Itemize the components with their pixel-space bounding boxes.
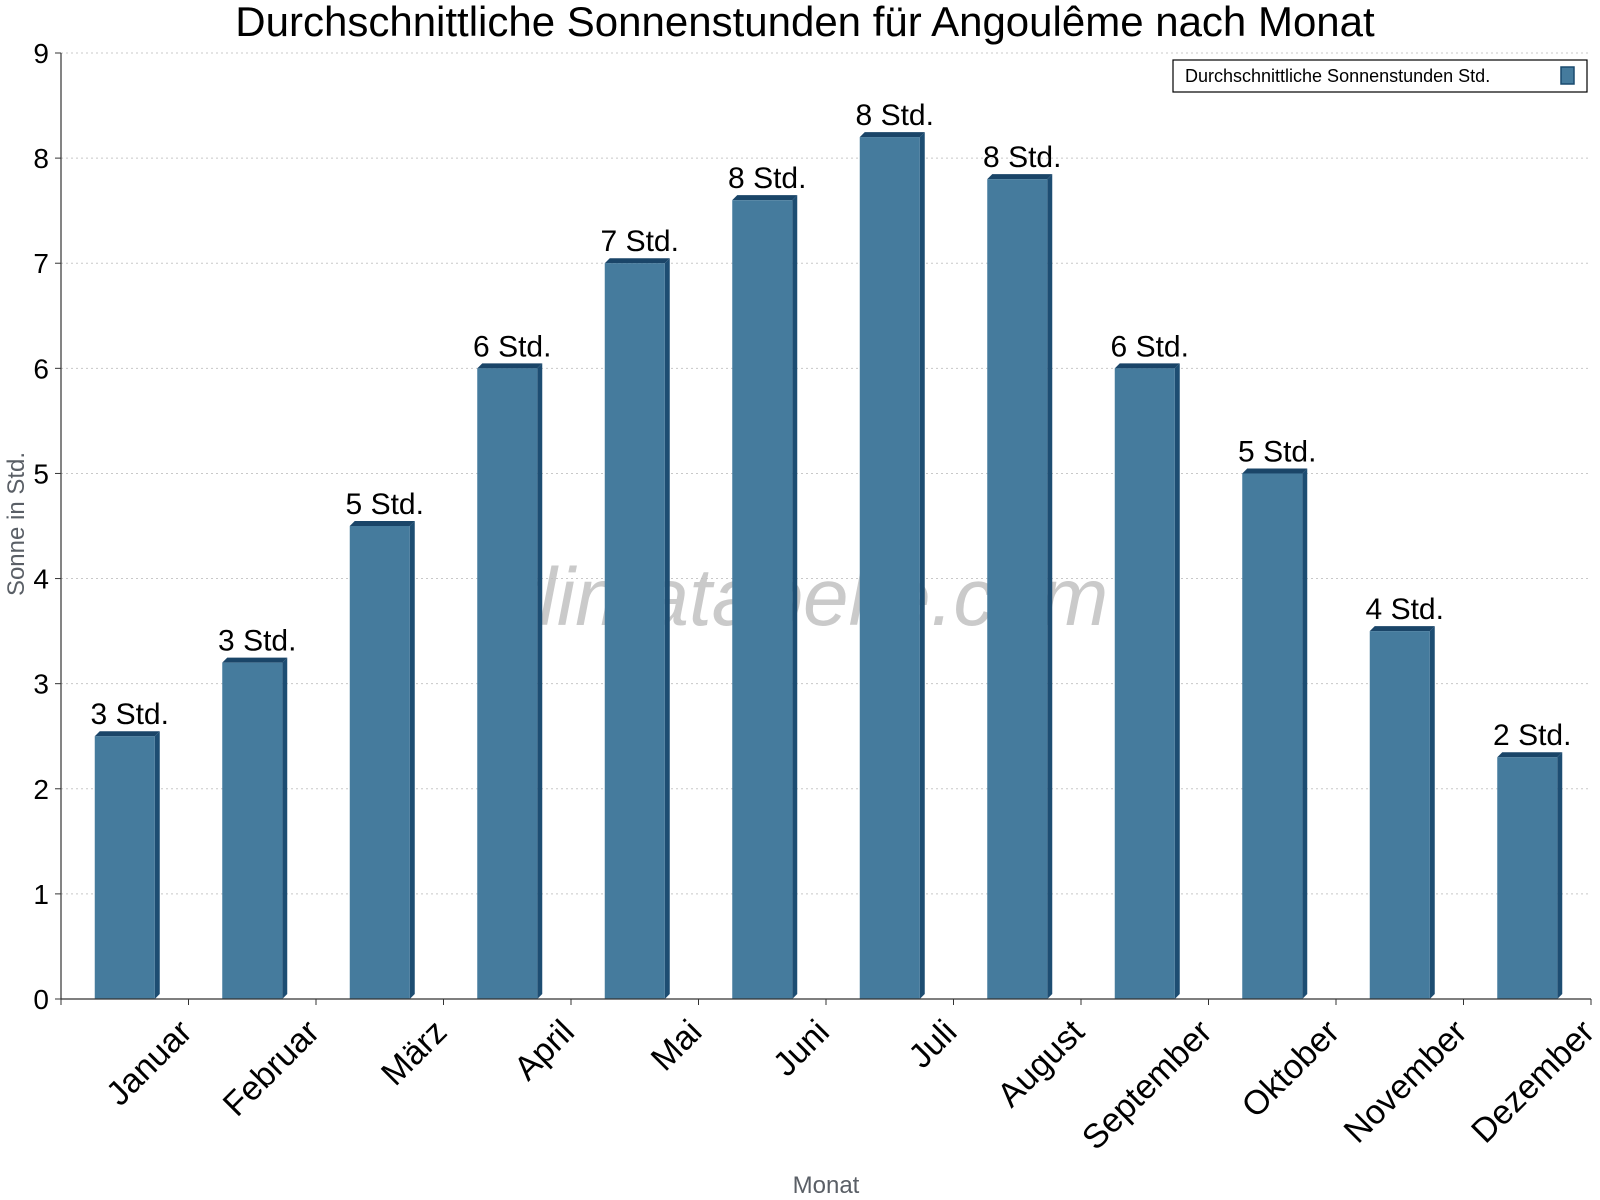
bar-top (987, 174, 1053, 180)
bar-side (409, 521, 415, 999)
legend-label: Durchschnittliche Sonnenstunden Std. (1185, 66, 1490, 86)
bar-top (1242, 468, 1308, 474)
bar-top (1114, 363, 1180, 369)
data-label: 6 Std. (1111, 330, 1189, 363)
bar-side (1047, 174, 1053, 1000)
bar-top (1497, 752, 1563, 758)
data-label: 3 Std. (91, 698, 169, 731)
bar-august (987, 174, 1053, 1000)
x-tick-label: Juni (766, 1013, 837, 1084)
x-tick-label: Juli (901, 1013, 964, 1076)
bar-front (604, 263, 665, 999)
y-tick-label: 1 (33, 879, 49, 910)
bars: 3 Std. 3 Std. 5 Std. 6 Std. 7 Std. 8 Std. 8 St… (91, 99, 1571, 1000)
y-tick-label: 6 (33, 353, 49, 384)
bar-juni (732, 195, 798, 1000)
data-label: 5 Std. (346, 488, 424, 521)
legend-box (1172, 59, 1588, 93)
data-label: 8 Std. (728, 162, 806, 195)
bar-front (222, 662, 283, 999)
bar-top (732, 195, 798, 201)
bar-front (477, 368, 538, 999)
bar-top (94, 731, 160, 737)
bar-top (604, 258, 670, 264)
data-label: 5 Std. (1238, 435, 1316, 468)
bar-mai (604, 258, 670, 999)
x-tick-label: Mai (644, 1013, 710, 1079)
bar-front (349, 526, 410, 999)
bar-side (282, 657, 288, 999)
bar-september (1114, 363, 1180, 999)
bar-side (154, 731, 160, 999)
x-tick-label: Februar (216, 1013, 327, 1124)
bar-side (664, 258, 670, 999)
gridlines (61, 52, 1591, 895)
data-label: 4 Std. (1366, 593, 1444, 626)
bar-front (1242, 473, 1303, 999)
y-tick-label: 3 (33, 669, 49, 700)
legend: Durchschnittliche Sonnenstunden Std. (1172, 59, 1588, 93)
bar-top (1369, 626, 1435, 632)
bar-front (1369, 631, 1430, 999)
bar-märz (349, 521, 415, 999)
bar-side (537, 363, 543, 999)
y-axis-ticks: 0 1 2 3 4 5 6 7 8 9 (33, 38, 61, 1015)
x-tick-label: Januar (99, 1013, 199, 1113)
chart-title: Durchschnittliche Sonnenstunden für Ango… (235, 0, 1375, 45)
y-tick-label: 9 (33, 38, 49, 69)
bar-front (94, 736, 155, 999)
bar-top (859, 132, 925, 138)
bar-side (792, 195, 798, 1000)
bar-side (1174, 363, 1180, 999)
x-tick-label: Oktober (1234, 1013, 1346, 1125)
x-tick-label: Dezember (1464, 1013, 1600, 1151)
bar-top (222, 657, 288, 663)
legend-swatch (1560, 66, 1575, 85)
data-label: 2 Std. (1493, 719, 1571, 752)
y-tick-label: 8 (33, 143, 49, 174)
x-axis-ticks: Januar Februar März April Mai Juni Juli AugustS… (60, 999, 1600, 1157)
bar-oktober (1242, 468, 1308, 999)
bar-front (1114, 368, 1175, 999)
x-tick-label: November (1337, 1013, 1475, 1151)
x-tick-label: August (990, 1012, 1092, 1114)
bar-november (1369, 626, 1435, 999)
bar-side (1302, 468, 1308, 999)
y-tick-label: 2 (33, 774, 49, 805)
bar-front (732, 200, 793, 1000)
bar-front (987, 179, 1048, 1000)
bar-top (349, 521, 415, 526)
x-tick-label: März (374, 1013, 454, 1093)
data-label: 7 Std. (601, 225, 679, 258)
bar-februar (222, 657, 288, 999)
data-label: 8 Std. (983, 141, 1061, 174)
bar-dezember (1497, 752, 1563, 999)
data-label: 3 Std. (218, 625, 296, 658)
data-label: 8 Std. (856, 99, 934, 132)
y-tick-label: 5 (33, 458, 49, 489)
bar-side (1557, 752, 1563, 999)
x-tick-label: September (1075, 1013, 1219, 1157)
bar-side (1429, 626, 1435, 999)
x-tick-label: April (507, 1013, 582, 1088)
bar-januar (94, 731, 160, 999)
bar-april (477, 363, 543, 999)
bar-front (1497, 757, 1558, 999)
bar-top (477, 363, 543, 369)
y-tick-label: 7 (33, 248, 49, 279)
x-axis-title: Monat (793, 1172, 860, 1199)
y-tick-label: 4 (33, 564, 49, 595)
bar-side (919, 132, 925, 1000)
data-label: 6 Std. (473, 330, 551, 363)
y-axis-title: Sonne in Std. (3, 452, 30, 596)
bar-front (859, 137, 920, 1000)
bar-juli (859, 132, 925, 1000)
y-tick-label: 0 (33, 984, 49, 1015)
axes (60, 53, 1591, 1000)
